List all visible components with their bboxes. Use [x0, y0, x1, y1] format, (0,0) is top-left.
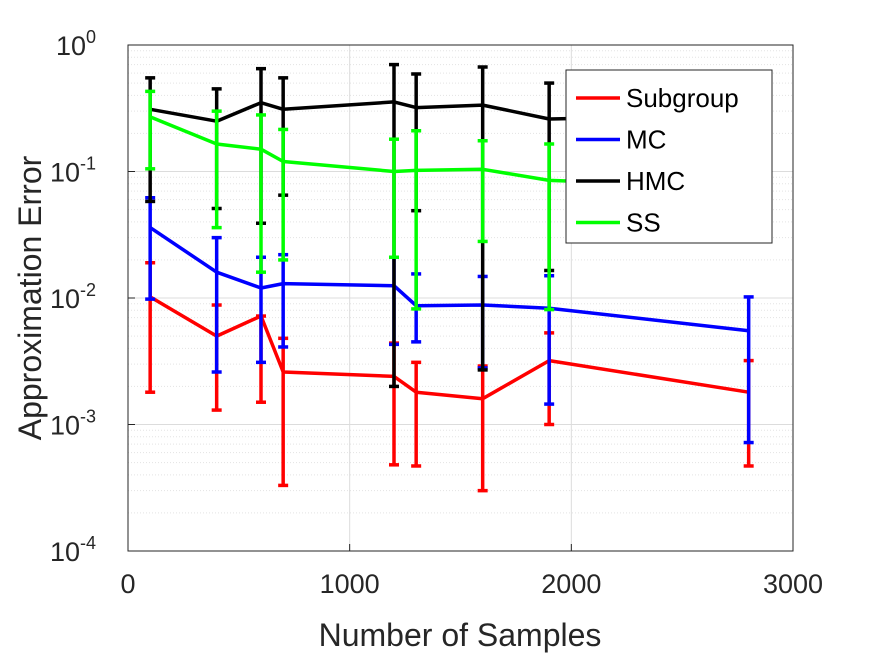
series-line	[149, 100, 749, 123]
y-tick-label: 10-3	[50, 407, 96, 441]
ticks: 0 1000 2000 3000 10-4 10-3 10-2 10-1 100	[50, 27, 823, 599]
y-tick-label: 10-4	[50, 533, 96, 567]
x-tick-label: 2000	[541, 569, 601, 599]
x-tick-label: 3000	[763, 569, 823, 599]
series-subgroup	[145, 260, 754, 493]
y-tick-label: 100	[56, 27, 96, 61]
y-tick-label: 10-2	[50, 280, 96, 314]
x-tick-label: 1000	[320, 569, 380, 599]
legend: Subgroup MC HMC SS	[565, 69, 773, 244]
legend-label-ss: SS	[626, 208, 661, 238]
x-tick-label: 0	[120, 569, 135, 599]
y-axis-label: Approximation Error	[12, 155, 48, 440]
series-line	[149, 115, 749, 190]
legend-label-subgroup: Subgroup	[626, 83, 739, 113]
legend-label-hmc: HMC	[626, 166, 685, 196]
y-tick-label: 10-1	[50, 154, 96, 188]
legend-label-mc: MC	[626, 125, 666, 155]
x-axis-label: Number of Samples	[319, 617, 602, 653]
